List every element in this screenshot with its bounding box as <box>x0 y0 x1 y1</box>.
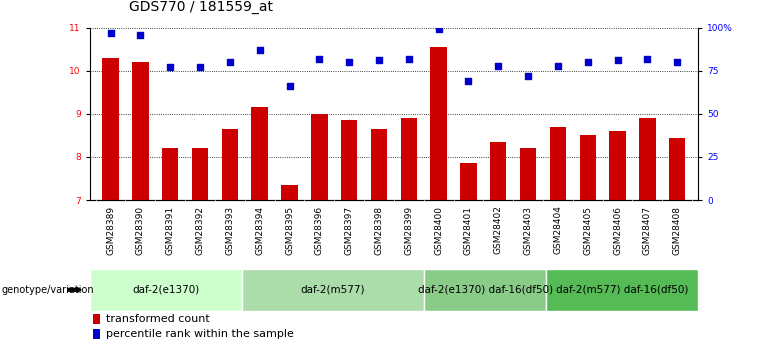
Text: GSM28389: GSM28389 <box>106 206 115 255</box>
Bar <box>102 58 119 200</box>
Bar <box>192 148 208 200</box>
Text: GSM28390: GSM28390 <box>136 206 145 255</box>
Point <box>283 83 296 89</box>
Bar <box>93 314 101 324</box>
Point <box>671 59 683 65</box>
Text: GSM28398: GSM28398 <box>374 206 384 255</box>
Text: GSM28402: GSM28402 <box>494 206 503 255</box>
Point <box>224 59 236 65</box>
Text: GSM28391: GSM28391 <box>165 206 175 255</box>
Text: daf-2(e1370) daf-16(df50): daf-2(e1370) daf-16(df50) <box>417 285 553 295</box>
Text: GSM28393: GSM28393 <box>225 206 234 255</box>
Point <box>641 56 654 61</box>
Point <box>134 32 147 37</box>
Bar <box>669 138 686 200</box>
Bar <box>460 164 477 200</box>
Text: percentile rank within the sample: percentile rank within the sample <box>106 329 294 339</box>
Bar <box>401 118 417 200</box>
Point <box>522 73 534 79</box>
Text: daf-2(m577) daf-16(df50): daf-2(m577) daf-16(df50) <box>556 285 688 295</box>
Point <box>193 65 206 70</box>
Bar <box>520 148 537 200</box>
Text: GSM28403: GSM28403 <box>523 206 533 255</box>
Text: GSM28405: GSM28405 <box>583 206 592 255</box>
Bar <box>242 269 424 310</box>
Bar <box>546 269 698 310</box>
Text: transformed count: transformed count <box>106 314 210 324</box>
Point <box>432 27 445 32</box>
Point <box>492 63 505 68</box>
Bar <box>424 269 546 310</box>
Text: GSM28408: GSM28408 <box>672 206 682 255</box>
Bar <box>222 129 238 200</box>
Text: GSM28395: GSM28395 <box>285 206 294 255</box>
Text: GSM28392: GSM28392 <box>196 206 204 255</box>
Bar <box>490 142 506 200</box>
Text: GSM28399: GSM28399 <box>404 206 413 255</box>
Bar <box>251 107 268 200</box>
Text: GSM28396: GSM28396 <box>315 206 324 255</box>
Bar <box>639 118 656 200</box>
Point <box>463 78 475 84</box>
Point <box>254 47 266 53</box>
Bar <box>580 136 596 200</box>
Bar <box>282 185 298 200</box>
Point <box>105 30 117 36</box>
Text: GSM28397: GSM28397 <box>345 206 353 255</box>
Point <box>551 63 564 68</box>
Text: GSM28401: GSM28401 <box>464 206 473 255</box>
Point <box>313 56 325 61</box>
Bar <box>90 269 242 310</box>
Text: GSM28407: GSM28407 <box>643 206 652 255</box>
Text: GSM28400: GSM28400 <box>434 206 443 255</box>
Text: GSM28394: GSM28394 <box>255 206 264 255</box>
Point <box>402 56 415 61</box>
Text: genotype/variation: genotype/variation <box>2 285 94 295</box>
Bar <box>132 62 149 200</box>
Point <box>612 58 624 63</box>
Text: GSM28406: GSM28406 <box>613 206 622 255</box>
Bar <box>162 148 179 200</box>
Point <box>164 65 176 70</box>
Bar <box>370 129 387 200</box>
Bar <box>609 131 626 200</box>
Text: daf-2(m577): daf-2(m577) <box>301 285 365 295</box>
Point <box>582 59 594 65</box>
Bar <box>341 120 357 200</box>
Point <box>373 58 385 63</box>
Bar <box>550 127 566 200</box>
Bar <box>311 114 328 200</box>
Bar <box>93 329 101 339</box>
Text: GDS770 / 181559_at: GDS770 / 181559_at <box>129 0 273 14</box>
Text: GSM28404: GSM28404 <box>554 206 562 255</box>
Point <box>343 59 356 65</box>
Bar <box>431 47 447 200</box>
Text: daf-2(e1370): daf-2(e1370) <box>132 285 200 295</box>
